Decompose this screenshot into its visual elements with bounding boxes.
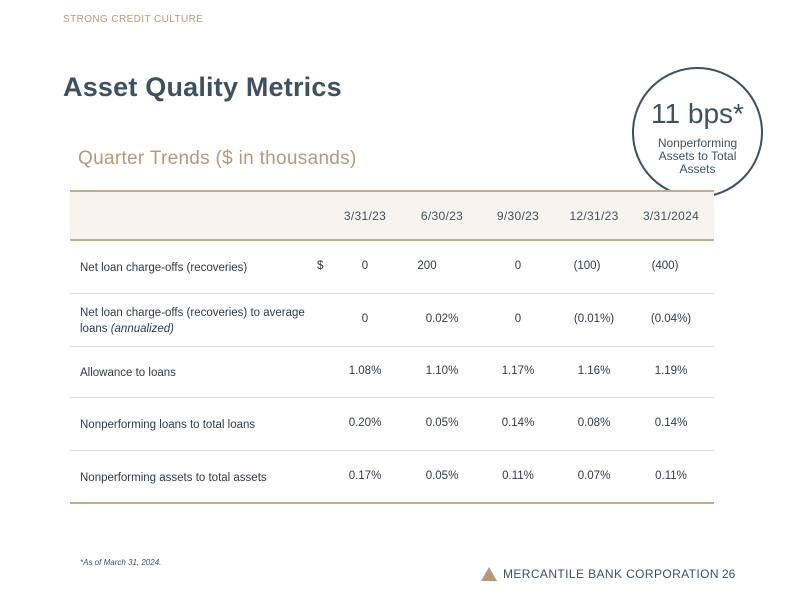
column-header: 9/30/23 xyxy=(496,209,540,223)
row-label: Allowance to loans xyxy=(80,365,176,381)
column-header: 6/30/23 xyxy=(420,209,464,223)
row-label: Net loan charge-offs (recoveries) to ave… xyxy=(80,305,310,337)
row-label-text: Nonperforming assets to total assets xyxy=(80,472,267,484)
column-header: 3/31/23 xyxy=(343,209,387,223)
row-label: Net loan charge-offs (recoveries) xyxy=(80,260,247,276)
table-row: Net loan charge-offs (recoveries) $ 0 20… xyxy=(70,241,714,294)
row-label-note: (annualized) xyxy=(110,323,174,335)
row-label: Nonperforming assets to total assets xyxy=(80,470,267,486)
row-label-text: Net loan charge-offs (recoveries) xyxy=(80,262,248,274)
table-row: Nonperforming loans to total loans 0.20%… xyxy=(70,398,714,451)
table-cell: 0.02% xyxy=(425,313,459,325)
table-cell: 1.19% xyxy=(654,365,688,377)
table-cell: 0.08% xyxy=(577,417,611,429)
row-label-text: Nonperforming loans to total loans xyxy=(80,419,256,431)
metric-callout-circle: 11 bps* Nonperforming Assets to Total As… xyxy=(632,67,763,198)
table-cell: 0 xyxy=(514,260,522,272)
table-cell: 0 xyxy=(514,313,522,325)
table-cell: 0.07% xyxy=(577,470,611,482)
section-kicker: STRONG CREDIT CULTURE xyxy=(63,14,204,25)
table-cell: 0.17% xyxy=(348,470,382,482)
row-label-text: Allowance to loans xyxy=(80,367,176,379)
column-header: 3/31/2024 xyxy=(642,209,700,223)
table-subtitle: Quarter Trends ($ in thousands) xyxy=(78,148,357,169)
table-cell: 1.08% xyxy=(348,365,382,377)
table-cell: 0.14% xyxy=(501,417,535,429)
table-cell: 0.11% xyxy=(655,470,687,482)
table-cell: 200 xyxy=(417,260,437,272)
table-cell: 0 xyxy=(361,260,369,272)
page-number: 26 xyxy=(722,567,736,581)
table-cell: (100) xyxy=(573,260,601,272)
table-row: Allowance to loans 1.08% 1.10% 1.17% 1.1… xyxy=(70,347,714,398)
footnote: *As of March 31, 2024. xyxy=(80,558,162,567)
page-title: Asset Quality Metrics xyxy=(63,72,342,102)
table-cell: 0.05% xyxy=(425,470,459,482)
table-cell: 0.05% xyxy=(425,417,459,429)
callout-label: Nonperforming Assets to Total Assets xyxy=(657,136,738,176)
callout-value: 11 bps* xyxy=(651,98,744,129)
table-row: Net loan charge-offs (recoveries) to ave… xyxy=(70,294,714,347)
table-row: Nonperforming assets to total assets 0.1… xyxy=(70,451,714,504)
table-cell: 0.11% xyxy=(502,470,534,482)
table-cell: 0.20% xyxy=(348,417,382,429)
column-header: 12/31/23 xyxy=(569,209,619,223)
table-cell: (0.04%) xyxy=(650,313,692,325)
row-label-text: Net loan charge-offs (recoveries) to ave… xyxy=(80,307,305,335)
table-cell: 0 xyxy=(361,313,369,325)
table-cell: 0.14% xyxy=(654,417,688,429)
triangle-logo-icon xyxy=(481,567,497,581)
table-cell: (0.01%) xyxy=(573,313,615,325)
table-cell: (400) xyxy=(651,260,679,272)
table-cell: 1.17% xyxy=(501,365,535,377)
asset-quality-table: 3/31/23 6/30/23 9/30/23 12/31/23 3/31/20… xyxy=(70,190,714,504)
table-cell: 1.16% xyxy=(577,365,611,377)
table-header: 3/31/23 6/30/23 9/30/23 12/31/23 3/31/20… xyxy=(70,190,714,241)
table-cell: 1.10% xyxy=(425,365,459,377)
currency-symbol: $ xyxy=(317,260,324,272)
brand-name: MERCANTILE BANK CORPORATION xyxy=(503,567,719,581)
row-label: Nonperforming loans to total loans xyxy=(80,417,255,433)
brand-footer: MERCANTILE BANK CORPORATION xyxy=(481,566,719,582)
